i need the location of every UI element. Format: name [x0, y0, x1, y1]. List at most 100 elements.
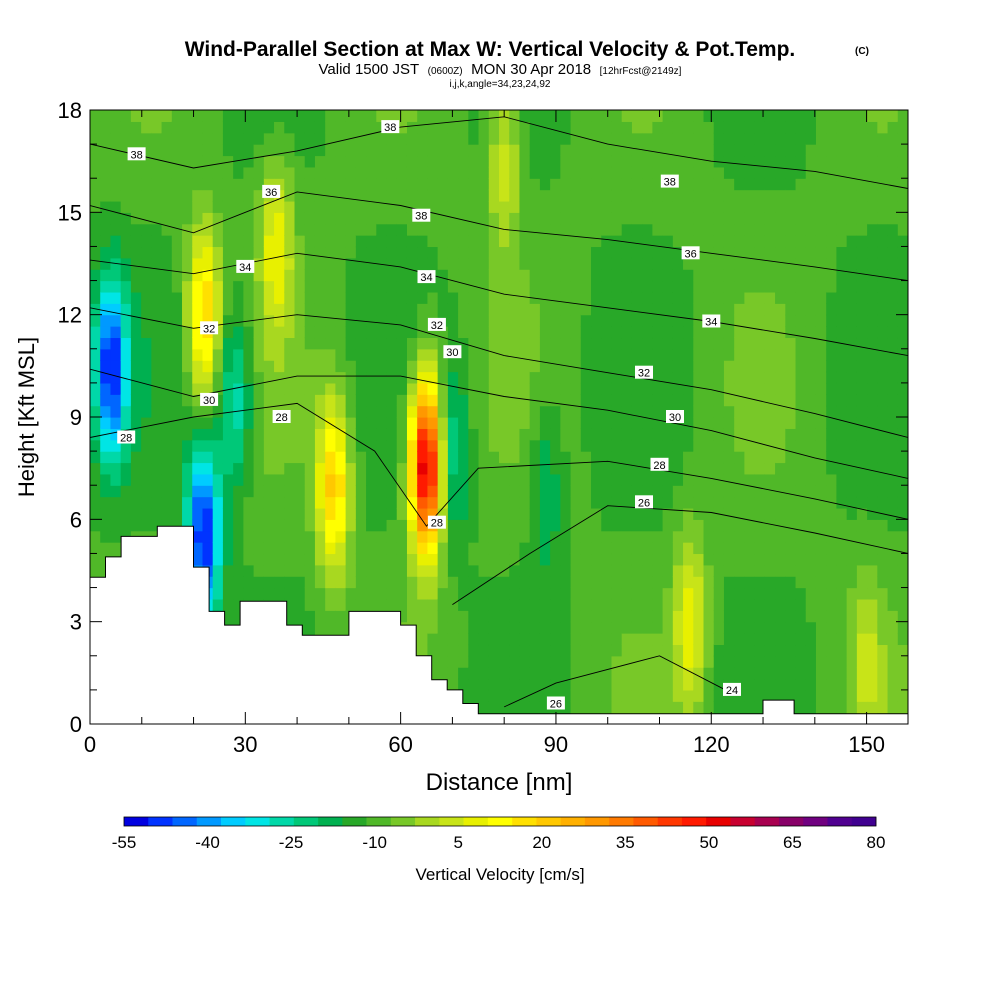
- velocity-cell: [570, 598, 582, 611]
- velocity-cell: [775, 507, 786, 520]
- velocity-cell: [815, 121, 827, 134]
- velocity-cell: [386, 507, 398, 520]
- velocity-cell: [366, 382, 377, 395]
- velocity-cell: [284, 598, 296, 611]
- velocity-cell: [672, 462, 684, 475]
- velocity-cell: [314, 223, 326, 236]
- velocity-cell: [897, 644, 908, 657]
- velocity-cell: [263, 144, 275, 157]
- velocity-cell: [171, 428, 183, 441]
- velocity-cell: [580, 155, 592, 168]
- velocity-cell: [325, 337, 336, 350]
- velocity-cell: [846, 576, 858, 589]
- velocity-cell: [304, 314, 316, 327]
- velocity-cell: [253, 428, 265, 441]
- velocity-cell: [611, 633, 623, 646]
- velocity-cell: [488, 519, 500, 532]
- velocity-cell: [805, 348, 817, 361]
- velocity-cell: [631, 576, 643, 589]
- velocity-cell: [386, 382, 398, 395]
- velocity-cell: [887, 235, 899, 248]
- contour-label-text: 24: [726, 685, 738, 697]
- velocity-cell: [458, 291, 469, 304]
- velocity-cell: [723, 246, 735, 259]
- velocity-cell: [222, 439, 234, 452]
- velocity-cell: [519, 667, 531, 680]
- velocity-cell: [703, 667, 715, 680]
- velocity-cell: [304, 451, 316, 464]
- velocity-cell: [519, 382, 531, 395]
- velocity-cell: [263, 587, 275, 600]
- velocity-cell: [366, 428, 377, 441]
- velocity-cell: [591, 428, 602, 441]
- velocity-cell: [754, 542, 766, 555]
- velocity-cell: [304, 621, 316, 634]
- velocity-cell: [877, 598, 889, 611]
- velocity-cell: [458, 496, 469, 509]
- velocity-cell: [202, 451, 214, 464]
- velocity-cell: [509, 587, 521, 600]
- velocity-cell: [539, 439, 551, 452]
- velocity-cell: [867, 166, 878, 179]
- velocity-cell: [631, 155, 643, 168]
- velocity-cell: [427, 223, 439, 236]
- velocity-cell: [539, 667, 551, 680]
- velocity-cell: [202, 155, 214, 168]
- velocity-cell: [90, 542, 101, 555]
- velocity-cell: [672, 394, 684, 407]
- colorbar-swatch: [730, 817, 756, 826]
- velocity-cell: [846, 553, 858, 566]
- velocity-cell: [580, 496, 592, 509]
- velocity-cell: [233, 110, 244, 122]
- velocity-cell: [611, 144, 623, 157]
- velocity-cell: [488, 667, 500, 680]
- velocity-cell: [396, 428, 408, 441]
- velocity-cell: [519, 542, 531, 555]
- velocity-cell: [458, 667, 469, 680]
- velocity-cell: [427, 371, 439, 384]
- velocity-cell: [601, 496, 613, 509]
- velocity-cell: [867, 542, 878, 555]
- velocity-cell: [509, 189, 521, 202]
- velocity-cell: [192, 314, 204, 327]
- velocity-cell: [212, 280, 224, 293]
- velocity-cell: [560, 621, 572, 634]
- velocity-cell: [182, 246, 193, 259]
- velocity-cell: [836, 155, 848, 168]
- velocity-cell: [591, 200, 602, 213]
- velocity-cell: [867, 280, 878, 293]
- velocity-cell: [171, 405, 183, 418]
- velocity-cell: [314, 428, 326, 441]
- velocity-cell: [795, 212, 807, 225]
- velocity-cell: [744, 655, 756, 668]
- velocity-cell: [417, 451, 429, 464]
- velocity-cell: [284, 587, 296, 600]
- velocity-cell: [192, 235, 204, 248]
- velocity-cell: [744, 303, 756, 316]
- velocity-cell: [345, 155, 357, 168]
- velocity-cell: [856, 121, 868, 134]
- velocity-cell: [202, 462, 214, 475]
- velocity-cell: [509, 166, 521, 179]
- velocity-cell: [396, 337, 408, 350]
- velocity-cell: [815, 610, 827, 623]
- velocity-cell: [90, 155, 101, 168]
- velocity-cell: [703, 280, 715, 293]
- velocity-cell: [406, 121, 418, 134]
- velocity-cell: [355, 189, 367, 202]
- velocity-cell: [120, 110, 132, 122]
- velocity-cell: [509, 519, 521, 532]
- velocity-cell: [897, 110, 908, 122]
- velocity-cell: [877, 132, 889, 145]
- velocity-cell: [683, 200, 694, 213]
- velocity-cell: [386, 212, 398, 225]
- contour-label: 30: [443, 345, 462, 359]
- velocity-cell: [836, 451, 848, 464]
- velocity-cell: [529, 473, 541, 486]
- velocity-cell: [130, 257, 142, 270]
- velocity-cell: [897, 291, 908, 304]
- velocity-cell: [212, 303, 224, 316]
- velocity-cell: [754, 507, 766, 520]
- velocity-cell: [509, 121, 521, 134]
- velocity-cell: [253, 291, 265, 304]
